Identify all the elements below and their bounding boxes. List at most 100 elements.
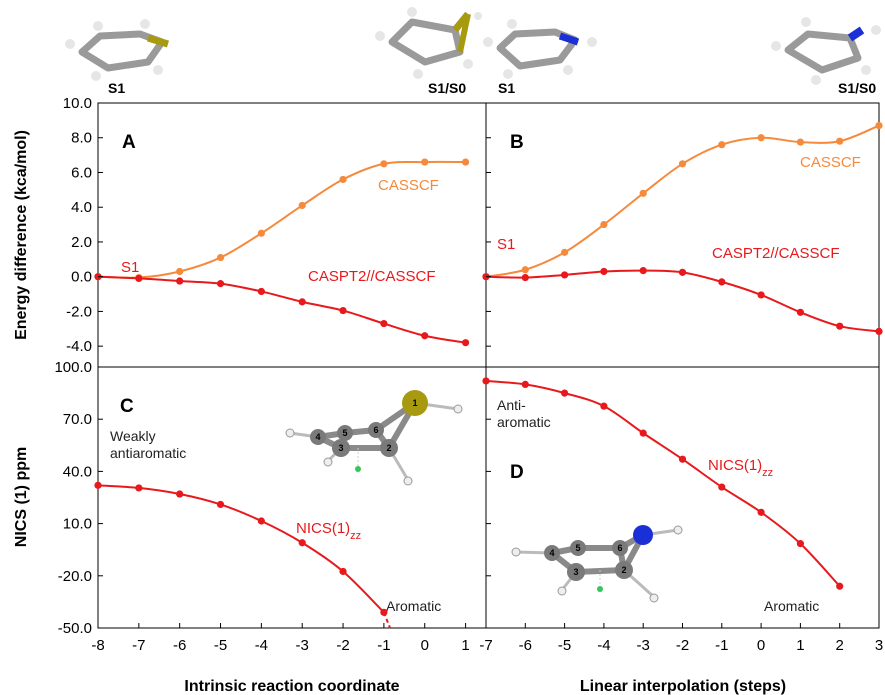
svg-text:3: 3 bbox=[573, 567, 578, 577]
panel-a-series-0-point-8 bbox=[421, 158, 429, 166]
panel-a-state-label: S1 bbox=[121, 259, 139, 276]
panel-d-series-0-point-3 bbox=[600, 402, 608, 410]
panel-c-ytick-label-0: 100.0 bbox=[54, 359, 92, 376]
panel-a-series-1-line bbox=[97, 275, 466, 344]
panel-d-series-label: NICS(1)zz bbox=[708, 457, 773, 479]
panel-d-xtick-label-5: -2 bbox=[676, 637, 689, 654]
panel-a-series-0-point-2 bbox=[176, 267, 184, 276]
panel-a-series-1-point-7 bbox=[380, 319, 388, 328]
panel-c-ytick-label-5: -50.0 bbox=[58, 620, 92, 637]
panel-b-series-0-point-5 bbox=[678, 160, 687, 168]
svg-text:4: 4 bbox=[549, 548, 554, 558]
panel-a-series-1-point-6 bbox=[339, 306, 347, 315]
panel-d-series-0-point-4 bbox=[639, 429, 647, 437]
molecule-pyrrole-s1-icon bbox=[483, 19, 597, 79]
panel-c-xtick-label-4: -4 bbox=[255, 637, 268, 654]
panel-b-series-0-point-6 bbox=[718, 141, 726, 149]
panel-c-series-0-point-2 bbox=[176, 490, 184, 498]
panel-c-extrapolation-line bbox=[382, 611, 391, 629]
chart-marks: 10.0 8.0 6.0 4.0 2.0 0.0 -2.0 -4.0 100.0 70.0 40.0… bbox=[54, 95, 883, 654]
panel-a-series-1-point-9 bbox=[461, 339, 470, 347]
panel-letter-c: C bbox=[120, 396, 134, 417]
svg-text:5: 5 bbox=[342, 428, 347, 438]
panel-c-inset-molecule-icon: 1 2 3 4 5 6 bbox=[285, 390, 463, 486]
panel-c-xtick-label-1: -7 bbox=[132, 637, 145, 654]
panel-d-series-0-point-7 bbox=[757, 508, 765, 516]
panel-d-lower-annotation: Aromatic bbox=[764, 598, 819, 614]
svg-text:6: 6 bbox=[617, 543, 622, 553]
molecule-label-right-start: S1 bbox=[498, 80, 515, 96]
svg-text:3: 3 bbox=[338, 443, 343, 453]
panel-b-series-0-point-3 bbox=[600, 220, 608, 229]
panel-c-ytick-label-2: 40.0 bbox=[63, 463, 92, 480]
panel-b-series-1-point-6 bbox=[718, 278, 726, 286]
panel-a-series-1-point-2 bbox=[176, 277, 184, 285]
panel-b-casscf-label: CASSCF bbox=[800, 154, 861, 171]
panel-c-xtick-label-7: -1 bbox=[377, 637, 390, 654]
panel-b-series-1-point-1 bbox=[521, 273, 529, 282]
panel-b-series-1-line bbox=[485, 269, 880, 333]
molecule-pyrrole-ci-icon bbox=[771, 17, 881, 85]
panel-a-series-0-point-5 bbox=[298, 201, 306, 210]
panel-b-series-1-point-4 bbox=[639, 267, 647, 275]
panel-d-xtick-label-2: -5 bbox=[558, 637, 571, 654]
panel-c-xtick-label-0: -8 bbox=[91, 637, 104, 654]
molecule-thiophene-s1-icon bbox=[65, 19, 170, 81]
panel-d-upper-annotation-box: Anti-aromatic bbox=[497, 397, 551, 430]
panel-a-ytick-label-1: 8.0 bbox=[71, 130, 92, 147]
panel-a-series-0-line bbox=[97, 160, 466, 279]
panel-b-series-1-point-8 bbox=[796, 308, 805, 316]
panel-a-series-1-point-1 bbox=[135, 274, 143, 283]
panel-d-series-0-point-8 bbox=[796, 540, 805, 548]
panel-d-series-0-point-9 bbox=[836, 582, 844, 590]
panel-a-series-1-point-8 bbox=[421, 332, 429, 340]
panel-a-ytick-label-5: 0.0 bbox=[71, 269, 92, 286]
panel-c-series-label: NICS(1)zz bbox=[296, 520, 361, 542]
panel-a-series-0-point-9 bbox=[461, 158, 470, 166]
panel-a-series-0-point-6 bbox=[339, 175, 347, 184]
panel-c-xtick-label-2: -6 bbox=[173, 637, 186, 654]
panel-d-xtick-label-10: 3 bbox=[875, 637, 883, 654]
panel-d-xtick-label-0: -7 bbox=[479, 637, 492, 654]
panel-c-series-0-point-1 bbox=[135, 484, 143, 492]
panel-c-series-0-point-5 bbox=[298, 539, 306, 547]
panel-c-ytick-label-4: -20.0 bbox=[58, 568, 92, 585]
panel-c-series-0-point-3 bbox=[216, 500, 225, 509]
panel-a-series-0-point-7 bbox=[380, 160, 388, 168]
svg-text:5: 5 bbox=[575, 543, 580, 553]
panel-letter-a: A bbox=[122, 132, 136, 153]
panel-d-xtick-label-6: -1 bbox=[715, 637, 728, 654]
panel-a-ytick-label-2: 6.0 bbox=[71, 164, 92, 181]
svg-text:4: 4 bbox=[315, 432, 320, 442]
panel-d-series-0-point-2 bbox=[561, 389, 569, 397]
panel-a-ytick-label-4: 2.0 bbox=[71, 234, 92, 251]
panel-d-xtick-label-7: 0 bbox=[757, 637, 765, 654]
panel-c-series-0-point-6 bbox=[339, 567, 347, 576]
panel-b-series-1-point-9 bbox=[836, 322, 844, 330]
molecule-label-left-end: S1/S0 bbox=[428, 80, 466, 96]
panel-b-series-0-point-1 bbox=[521, 266, 529, 274]
panel-a-series-0-point-3 bbox=[216, 253, 225, 262]
molecule-label-right-end: S1/S0 bbox=[838, 80, 876, 96]
panel-c-series-0-point-4 bbox=[257, 517, 265, 525]
panel-c-xtick-label-8: 0 bbox=[421, 637, 429, 654]
panel-c-upper-annotation-box: Weakly antiaromatic bbox=[110, 428, 187, 461]
panel-a-ytick-label-0: 10.0 bbox=[63, 95, 92, 112]
energy-y-axis-title: Energy difference (kca/mol) bbox=[13, 130, 30, 340]
panel-c-series-0-line bbox=[97, 484, 385, 614]
panel-b-series-0-point-2 bbox=[561, 248, 569, 256]
panel-d-series-0-point-6 bbox=[718, 483, 726, 491]
panel-c-xtick-label-6: -2 bbox=[336, 637, 349, 654]
panel-a-ytick-label-7: -4.0 bbox=[66, 338, 92, 355]
panel-b-series-1-point-10 bbox=[875, 327, 883, 335]
panel-d-xtick-label-8: 1 bbox=[796, 637, 804, 654]
panel-c-series-0-point-0 bbox=[94, 481, 102, 489]
panel-c-upper-annotation: Weakly antiaromatic bbox=[110, 428, 187, 461]
panel-c-lower-annotation: Aromatic bbox=[386, 598, 441, 614]
svg-text:2: 2 bbox=[621, 565, 626, 575]
panel-d-xtick-label-1: -6 bbox=[519, 637, 532, 654]
panel-b-series-0-point-7 bbox=[757, 134, 765, 142]
nics-y-axis-title: NICS (1) ppm bbox=[13, 447, 30, 547]
panel-b-series-0-point-10 bbox=[875, 121, 883, 130]
